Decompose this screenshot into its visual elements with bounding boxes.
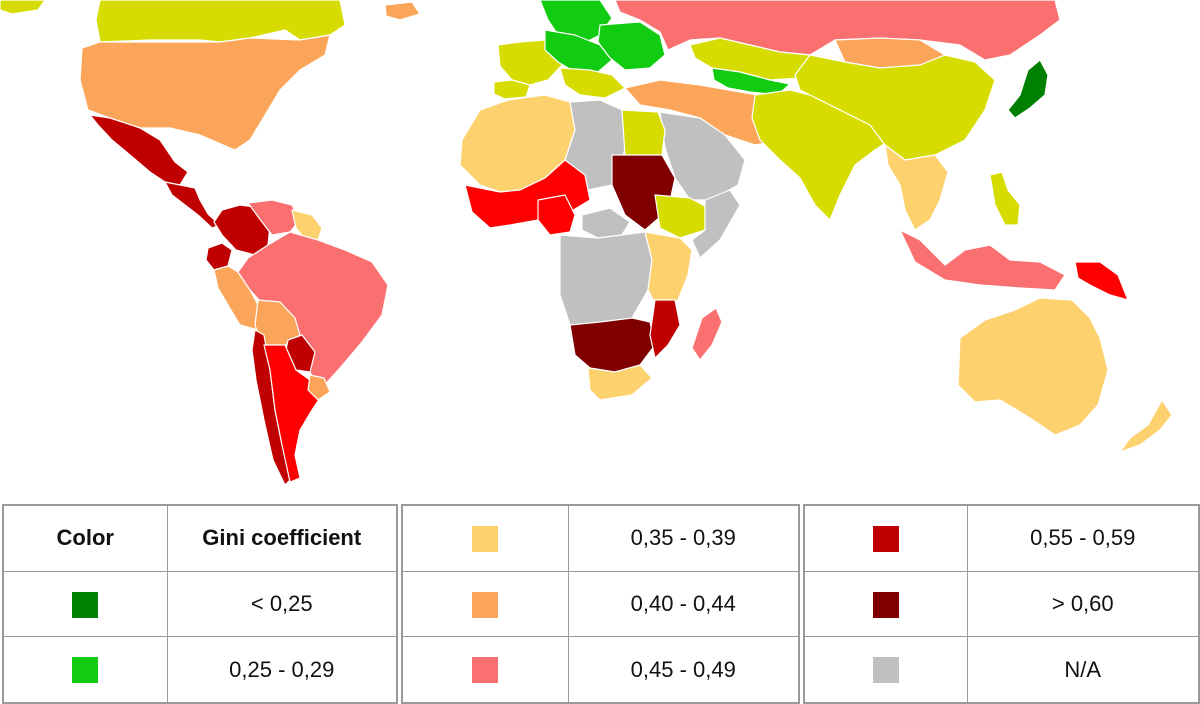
- legend-range: 0,45 - 0,49: [567, 636, 800, 704]
- region-east-africa: [644, 231, 693, 313]
- legend-swatch: [472, 591, 499, 618]
- legend-header-gini: Gini coefficient: [166, 504, 398, 572]
- legend-header-color: Color: [2, 504, 168, 572]
- legend-swatch: [72, 657, 99, 684]
- legend-swatch-cell: [401, 570, 569, 638]
- region-greenland: [0, 0, 46, 15]
- legend-range: 0,40 - 0,44: [567, 570, 800, 638]
- legend-range: 0,25 - 0,29: [166, 636, 398, 704]
- region-madagascar: [691, 307, 723, 361]
- legend-range: > 0,60: [966, 570, 1200, 638]
- legend-swatch-cell: [803, 504, 968, 572]
- legend-swatch: [872, 591, 899, 618]
- legend-range: N/A: [966, 636, 1200, 704]
- legend-table-2: 0,35 - 0,39 0,40 - 0,44 0,45 - 0,49: [401, 504, 800, 704]
- region-central-america: [164, 181, 221, 229]
- region-uruguay: [307, 374, 331, 401]
- region-australia: [957, 297, 1109, 436]
- region-egypt: [621, 109, 666, 156]
- region-philippines: [989, 171, 1021, 226]
- region-japan: [1007, 59, 1049, 119]
- legend-range: < 0,25: [166, 570, 398, 638]
- legend-row: 0,55 - 0,59: [803, 504, 1200, 572]
- region-southeast-asia: [884, 144, 949, 231]
- legend-swatch-cell: [803, 636, 968, 704]
- legend-swatch: [472, 525, 499, 552]
- legend-row: > 0,60: [803, 570, 1200, 638]
- legend-row: 0,45 - 0,49: [401, 636, 800, 704]
- region-balkans: [559, 67, 626, 99]
- region-eastern-europe: [597, 21, 666, 71]
- region-canada: [95, 0, 346, 43]
- legend-swatch-cell: [401, 636, 569, 704]
- legend-row: < 0,25: [2, 570, 398, 638]
- region-horn-of-africa: [691, 189, 741, 259]
- region-russia: [614, 0, 1061, 61]
- legend-swatch-cell: [2, 636, 168, 704]
- legend-range: 0,55 - 0,59: [966, 504, 1200, 572]
- region-new-zealand: [1119, 399, 1173, 453]
- legend-swatch-cell: [803, 570, 968, 638]
- legend-table-3: 0,55 - 0,59 > 0,60 N/A: [803, 504, 1200, 704]
- legend-swatch: [72, 591, 99, 618]
- region-brazil: [237, 231, 389, 391]
- legend-row: 0,35 - 0,39: [401, 504, 800, 572]
- world-map: [0, 0, 1173, 486]
- region-south-africa: [587, 364, 653, 401]
- region-central-african-republic: [581, 207, 631, 239]
- region-central-africa: [559, 231, 653, 329]
- legend-row: N/A: [803, 636, 1200, 704]
- region-papua-new-guinea: [1074, 261, 1129, 301]
- region-mozambique: [649, 299, 681, 359]
- region-china: [794, 54, 996, 161]
- legend-swatch: [872, 657, 899, 684]
- legend-table-1: Color Gini coefficient < 0,25 0,25 - 0,2…: [2, 504, 398, 704]
- region-iceland: [384, 1, 421, 21]
- legend-swatch-cell: [2, 570, 168, 638]
- legend-row: 0,40 - 0,44: [401, 570, 800, 638]
- legend-range: 0,35 - 0,39: [567, 504, 800, 572]
- region-nigeria: [537, 194, 576, 236]
- legend-header-row: Color Gini coefficient: [2, 504, 398, 572]
- region-indonesia: [899, 229, 1066, 291]
- legend-swatch: [872, 525, 899, 552]
- legend: Color Gini coefficient < 0,25 0,25 - 0,2…: [0, 500, 1200, 704]
- legend-row: 0,25 - 0,29: [2, 636, 398, 704]
- region-argentina: [263, 344, 323, 483]
- legend-swatch-cell: [401, 504, 569, 572]
- legend-swatch: [472, 657, 499, 684]
- region-southern-africa: [569, 317, 656, 373]
